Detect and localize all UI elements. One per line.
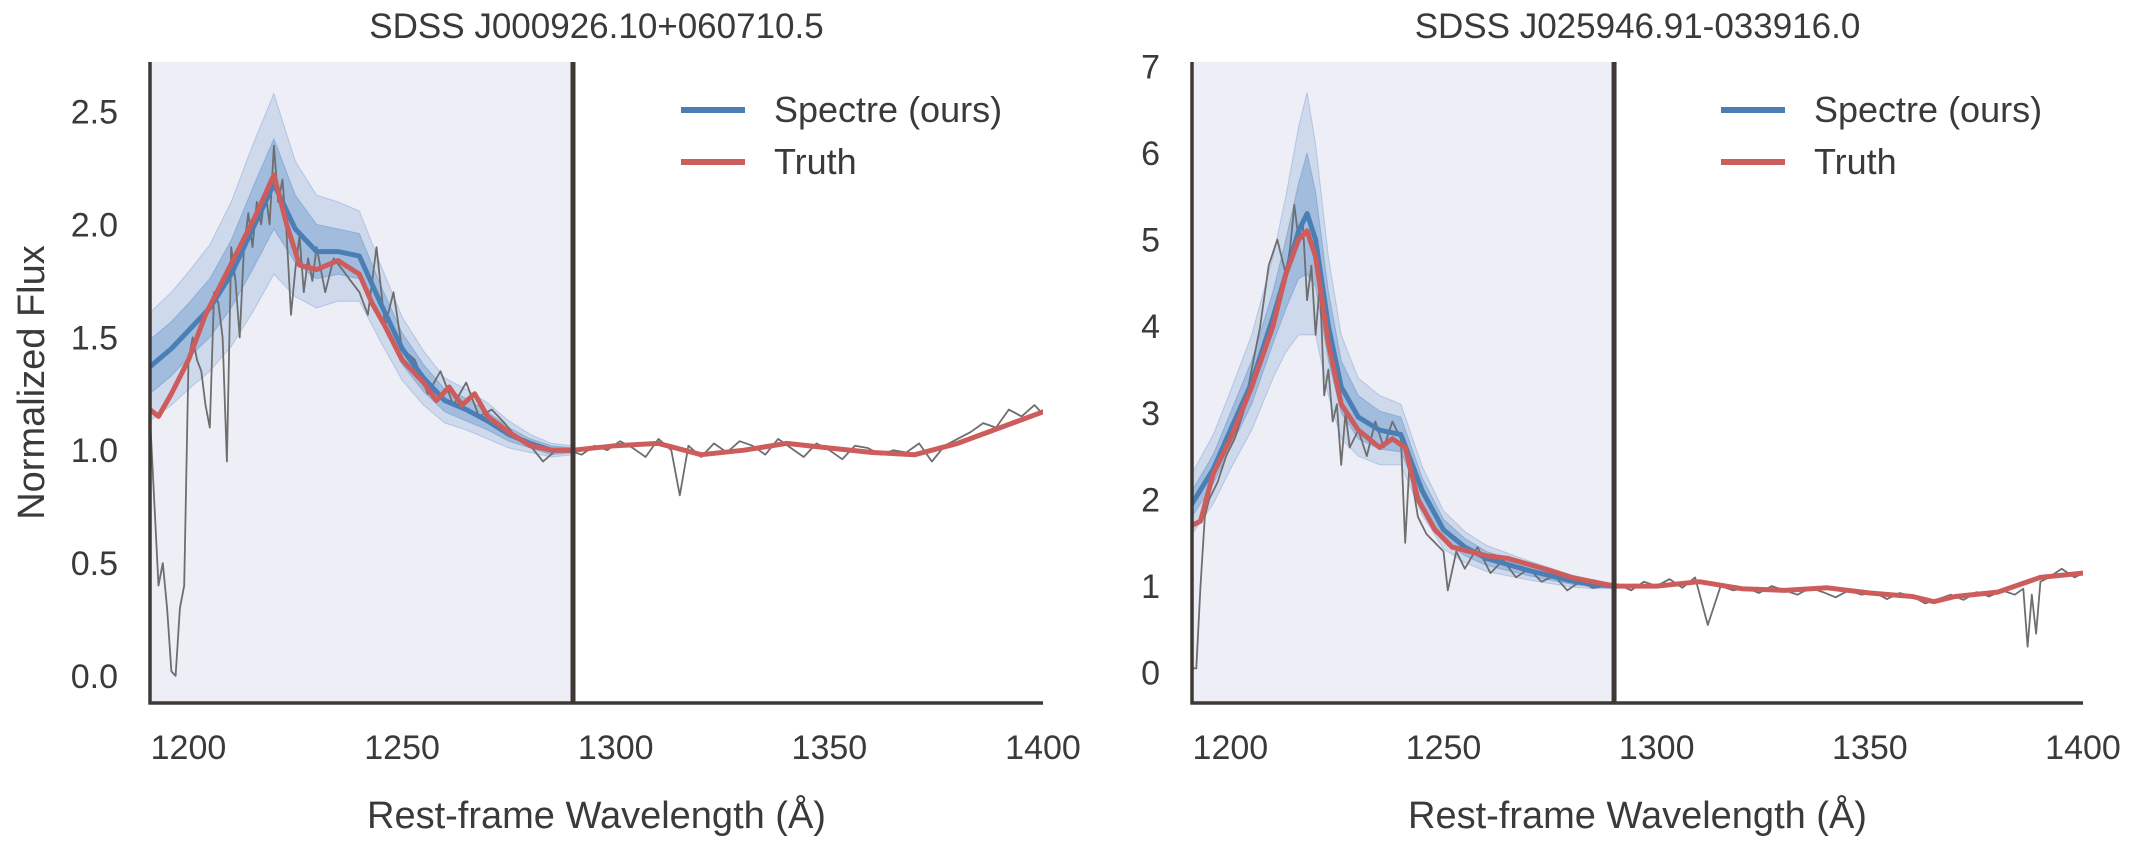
y-tick-label: 4: [1141, 308, 1160, 346]
x-tick-label: 1250: [1406, 729, 1482, 767]
legend-label: Truth: [774, 141, 857, 182]
y-tick-label: 0: [1141, 655, 1160, 693]
spectre-line: [1192, 211, 1617, 589]
x-tick-label: 1300: [1619, 729, 1695, 767]
y-tick-label: 0.0: [71, 658, 118, 696]
y-tick-label: 1.0: [71, 432, 118, 470]
y-tick-label: 0.5: [71, 545, 118, 583]
x-axis-label: Rest-frame Wavelength (Å): [1408, 793, 1867, 837]
x-tick-label: 1350: [1832, 729, 1908, 767]
panel-2: 1200 1250 1300 1350 1400 0 1 2 3 4 5 6 7 SDSS J025946…: [1141, 7, 2121, 837]
plot-area: [150, 92, 1043, 677]
y-tick-label: 7: [1141, 48, 1160, 86]
y-tick-label: 2.0: [71, 207, 118, 245]
x-tick-label: 1200: [1193, 729, 1269, 767]
y-tick-label: 2.5: [71, 94, 118, 132]
y-tick-label: 5: [1141, 222, 1160, 260]
x-tick-label: 1350: [792, 729, 868, 767]
legend-label: Spectre (ours): [1814, 89, 2042, 130]
shaded-region: [1192, 62, 1615, 703]
shaded-region: [150, 62, 573, 703]
y-tick-label: 2: [1141, 481, 1160, 519]
y-axis-label: Normalized Flux: [11, 245, 53, 520]
x-axis-label: Rest-frame Wavelength (Å): [367, 793, 826, 837]
y-tick-label: 1.5: [71, 319, 118, 357]
truth-line: [1192, 228, 2083, 605]
x-tick-label: 1250: [364, 729, 440, 767]
chart-title: SDSS J000926.10+060710.5: [369, 7, 823, 46]
x-tick-label: 1400: [2045, 729, 2121, 767]
y-tick-label: 1: [1141, 568, 1160, 606]
y-tick-label: 6: [1141, 135, 1160, 173]
x-tick-label: 1400: [1005, 729, 1081, 767]
chart-title: SDSS J025946.91-033916.0: [1415, 7, 1861, 46]
y-tick-label: 3: [1141, 395, 1160, 433]
x-tick-label: 1200: [151, 729, 227, 767]
x-tick-label: 1300: [578, 729, 654, 767]
legend-label: Spectre (ours): [774, 89, 1002, 130]
legend-label: Truth: [1814, 141, 1897, 182]
truth-line: [150, 172, 1043, 458]
panel-1: 1200 1250 1300 1350 1400 0.0 0.5 1.0 1.5 2.0 2.5 SD…: [11, 7, 1081, 837]
